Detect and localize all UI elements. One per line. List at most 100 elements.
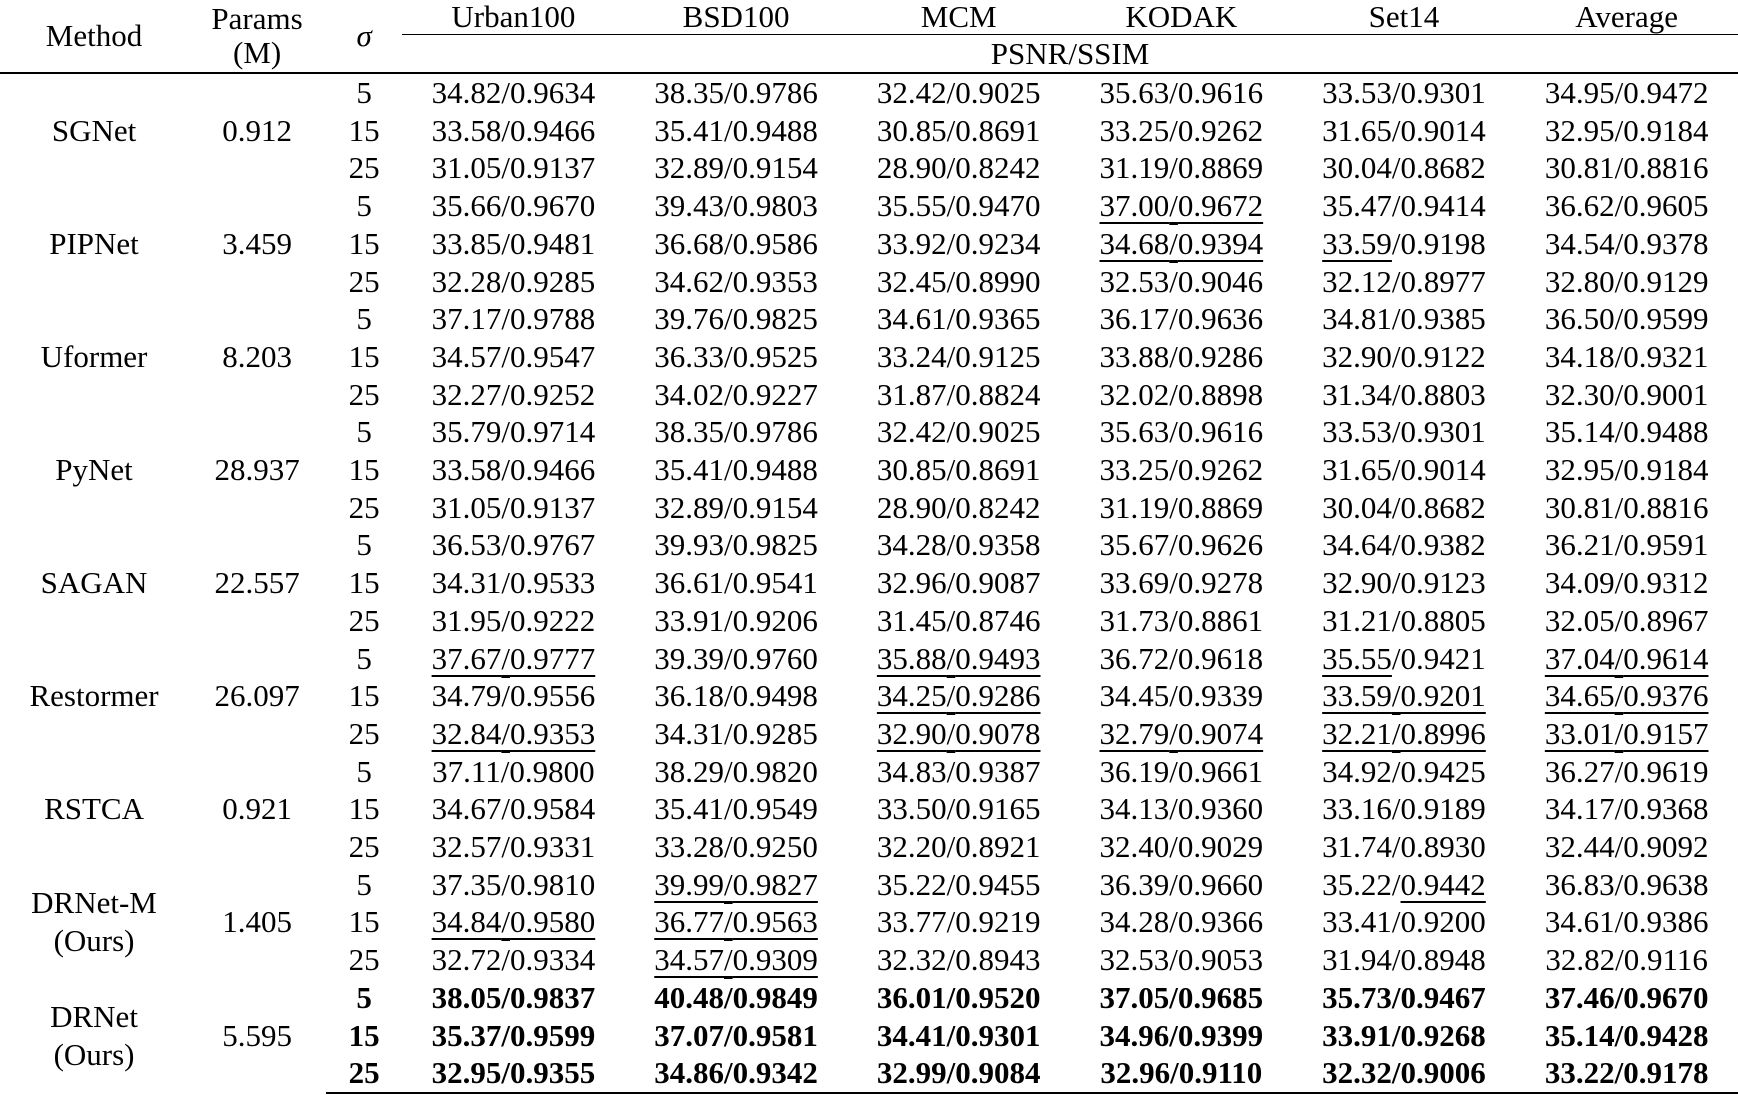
psnr-value: 33.28 (654, 829, 724, 865)
psnr-value: 39.99 (654, 866, 724, 902)
separator: / (501, 791, 510, 827)
table-row: 25 32.84/0.9353 34.31/0.9285 32.90/0.9078 32… (0, 715, 1738, 753)
psnr-value: 34.45 (1099, 678, 1170, 714)
ssim-value: 0.9157 (1623, 715, 1709, 751)
psnr-value: 32.89 (654, 150, 724, 186)
ssim-value: 0.9154 (732, 150, 818, 186)
psnr-ssim-cell: 31.87/0.8824 (847, 376, 1070, 414)
separator: / (946, 452, 956, 488)
separator: / (946, 1017, 956, 1053)
method-name-line: Restormer (29, 678, 159, 714)
psnr-ssim-cell: 36.53/0.9767 (402, 526, 625, 564)
psnr-ssim-cell: 34.95/0.9472 (1515, 73, 1738, 112)
psnr-value: 31.19 (1099, 489, 1170, 525)
psnr-ssim-cell: 34.31/0.9533 (402, 564, 625, 602)
params-value: 28.937 (214, 452, 300, 488)
psnr-value: 35.55 (876, 188, 947, 224)
psnr-value: 36.27 (1544, 753, 1615, 789)
ssim-value: 0.9827 (732, 866, 818, 902)
psnr-ssim-cell: 40.48/0.9849 (625, 979, 848, 1017)
psnr-value: 35.41 (654, 452, 724, 488)
separator: / (501, 188, 510, 224)
psnr-ssim-cell: 33.53/0.9301 (1293, 73, 1516, 112)
psnr-value: 36.62 (1544, 188, 1615, 224)
psnr-ssim-cell: 37.11/0.9800 (402, 753, 625, 791)
ssim-value: 0.9466 (509, 112, 596, 148)
separator: / (1169, 866, 1178, 902)
separator: / (946, 678, 956, 714)
psnr-ssim-cell: 37.07/0.9581 (625, 1017, 848, 1055)
ssim-value: 0.9837 (509, 979, 596, 1015)
sigma-value: 15 (348, 452, 380, 488)
params-value: 22.557 (214, 565, 300, 601)
psnr-value: 32.96 (876, 565, 947, 601)
psnr-ssim-cell: 32.27/0.9252 (402, 376, 625, 414)
separator: / (1614, 866, 1624, 902)
header-dataset: Set14 (1292, 0, 1516, 35)
psnr-value: 34.57 (654, 942, 724, 978)
separator: / (723, 678, 733, 714)
separator: / (1169, 452, 1178, 488)
psnr-value: 34.79 (431, 678, 502, 714)
psnr-ssim-cell: 33.92/0.9234 (847, 225, 1070, 263)
psnr-value: 31.94 (1322, 942, 1392, 978)
sigma-value: 5 (356, 75, 372, 110)
ssim-value: 0.9563 (732, 904, 818, 940)
ssim-value: 0.9581 (732, 1017, 818, 1053)
separator: / (1614, 301, 1624, 337)
separator: / (1391, 414, 1401, 450)
separator: / (723, 565, 733, 601)
psnr-value: 34.64 (1322, 527, 1392, 563)
psnr-value: 32.42 (876, 414, 947, 450)
psnr-value: 36.50 (1544, 301, 1615, 337)
psnr-value: 34.09 (1544, 565, 1615, 601)
ssim-value: 0.9618 (1177, 640, 1264, 676)
psnr-value: 36.72 (1099, 640, 1170, 676)
ssim-value: 0.9116 (1623, 942, 1708, 978)
psnr-value: 32.84 (431, 715, 502, 751)
psnr-value: 33.22 (1544, 1055, 1615, 1091)
ssim-value: 0.9342 (732, 1055, 818, 1091)
separator: / (946, 301, 956, 337)
ssim-value: 0.9092 (1623, 829, 1709, 865)
ssim-value: 0.9184 (1623, 112, 1709, 148)
ssim-value: 0.9556 (509, 678, 596, 714)
ssim-value: 0.9442 (1400, 866, 1486, 902)
psnr-value: 33.92 (876, 225, 947, 261)
separator: / (946, 565, 956, 601)
header-params-unit: (M) (232, 35, 282, 70)
psnr-ssim-cell: 32.96/0.9087 (847, 564, 1070, 602)
method-name-line: RSTCA (44, 791, 144, 827)
separator: / (1169, 791, 1178, 827)
ssim-value: 0.8898 (1177, 376, 1264, 412)
psnr-value: 33.24 (876, 338, 947, 374)
ssim-value: 0.9660 (1177, 866, 1264, 902)
table-row: 15 34.84/0.9580 36.77/0.9563 33.77/0.9219 34… (0, 903, 1738, 941)
psnr-ssim-cell: 33.77/0.9219 (847, 903, 1070, 941)
table-row: RSTCA 0.921 5 37.11/0.9800 38.29/0.9820 34.83… (0, 753, 1738, 827)
psnr-ssim-cell: 35.66/0.9670 (402, 187, 625, 225)
method-name: PIPNet (0, 187, 188, 300)
psnr-ssim-cell: 35.63/0.9616 (1070, 73, 1293, 112)
psnr-ssim-cell: 33.28/0.9250 (625, 828, 848, 866)
sigma-value: 25 (348, 263, 380, 299)
separator: / (1614, 640, 1624, 676)
separator: / (946, 866, 956, 902)
psnr-ssim-cell: 31.19/0.8869 (1070, 149, 1293, 187)
ssim-value: 0.9626 (1177, 527, 1264, 563)
psnr-value: 31.05 (431, 489, 502, 525)
psnr-ssim-cell: 36.18/0.9498 (625, 677, 848, 715)
ssim-value: 0.9084 (955, 1055, 1041, 1091)
psnr-ssim-cell: 33.58/0.9466 (402, 112, 625, 150)
psnr-value: 39.93 (654, 527, 724, 563)
psnr-value: 34.25 (876, 678, 947, 714)
separator: / (501, 565, 510, 601)
separator: / (1169, 715, 1178, 751)
psnr-value: 37.67 (431, 640, 502, 676)
psnr-value: 34.31 (654, 715, 724, 751)
psnr-value: 35.47 (1322, 188, 1392, 224)
psnr-value: 33.53 (1322, 414, 1392, 450)
separator: / (1391, 112, 1401, 148)
psnr-ssim-cell: 36.77/0.9563 (625, 903, 848, 941)
psnr-value: 36.77 (654, 904, 724, 940)
